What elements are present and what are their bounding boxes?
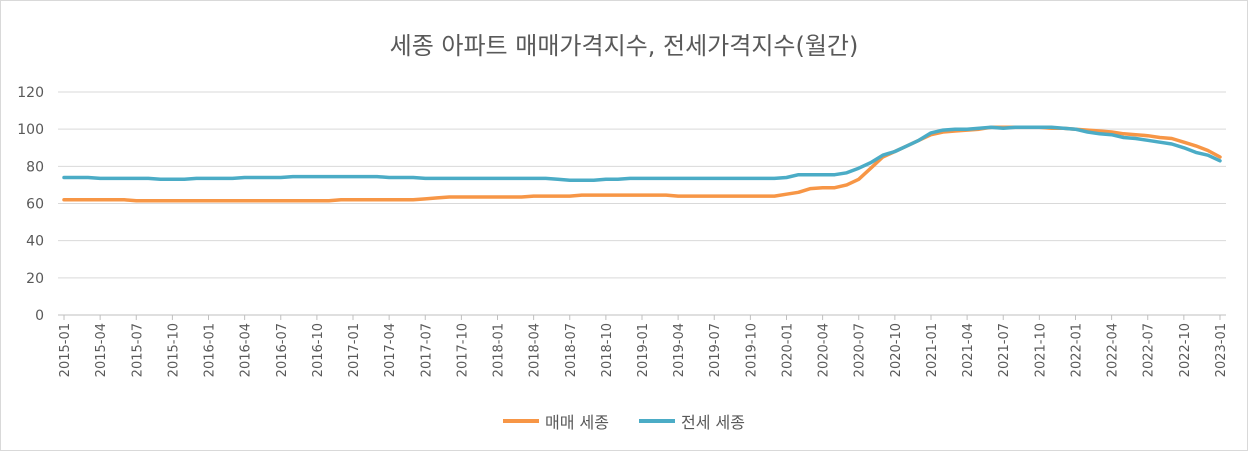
x-tick-label: 2020-10 bbox=[889, 323, 904, 377]
series-line-1 bbox=[62, 125, 1222, 183]
x-tick-label: 2019-10 bbox=[744, 323, 759, 377]
legend-swatch bbox=[503, 419, 540, 423]
x-tick-label: 2021-10 bbox=[1033, 323, 1048, 377]
x-tick-label: 2020-07 bbox=[853, 323, 868, 377]
x-tick-label: 2018-04 bbox=[528, 323, 543, 377]
y-axis-ticks: 0 20 40 60 80 100 120 bbox=[17, 85, 44, 324]
legend: 매매 세종 전세 세종 bbox=[0, 409, 1248, 433]
y-tick-label: 0 bbox=[35, 308, 44, 324]
x-tick-label: 2016-04 bbox=[239, 323, 254, 377]
series-lines bbox=[62, 125, 1222, 203]
x-tick-label: 2022-07 bbox=[1142, 323, 1157, 377]
series-line-0 bbox=[62, 125, 1222, 203]
legend-label: 전세 세종 bbox=[681, 413, 745, 432]
x-tick-label: 2019-04 bbox=[672, 323, 687, 377]
chart-title: 세종 아파트 매매가격지수, 전세가격지수(월간) bbox=[389, 32, 859, 60]
x-tick-label: 2022-10 bbox=[1178, 323, 1193, 377]
y-tick-label: 100 bbox=[17, 122, 44, 138]
y-tick-label: 20 bbox=[26, 271, 44, 287]
x-tick-label: 2019-07 bbox=[708, 323, 723, 377]
y-tick-label: 60 bbox=[26, 197, 44, 213]
x-tick-label: 2019-01 bbox=[636, 323, 651, 377]
x-tick-label: 2023-01 bbox=[1214, 323, 1229, 377]
x-tick-label: 2021-07 bbox=[997, 323, 1012, 377]
legend-item: 전세 세종 bbox=[639, 409, 745, 433]
x-tick-label: 2015-07 bbox=[130, 323, 145, 377]
y-tick-label: 120 bbox=[17, 85, 44, 101]
x-tick-label: 2018-01 bbox=[492, 323, 507, 377]
x-tick-label: 2015-04 bbox=[94, 323, 109, 377]
x-tick-label: 2022-01 bbox=[1069, 323, 1084, 377]
y-tick-label: 80 bbox=[26, 159, 44, 175]
legend-item: 매매 세종 bbox=[503, 409, 609, 433]
x-tick-label: 2017-10 bbox=[455, 323, 470, 377]
x-tick-label: 2020-04 bbox=[817, 323, 832, 377]
legend-swatch bbox=[639, 419, 675, 423]
x-tick-label: 2016-10 bbox=[311, 323, 326, 377]
legend-label: 매매 세종 bbox=[545, 413, 609, 432]
x-tick-label: 2017-01 bbox=[347, 323, 362, 377]
y-tick-label: 40 bbox=[26, 234, 44, 250]
x-axis-ticks: 2015-01 2015-04 2015-07 2015-10 2016-01 2016-… bbox=[58, 315, 1229, 377]
x-tick-label: 2021-01 bbox=[925, 323, 940, 377]
x-tick-label: 2020-01 bbox=[780, 323, 795, 377]
x-tick-label: 2017-04 bbox=[383, 323, 398, 377]
x-tick-label: 2022-04 bbox=[1106, 323, 1121, 377]
x-tick-label: 2015-10 bbox=[166, 323, 181, 377]
x-tick-label: 2016-01 bbox=[203, 323, 218, 377]
x-tick-label: 2021-04 bbox=[961, 323, 976, 377]
x-tick-label: 2015-01 bbox=[58, 323, 73, 377]
x-tick-label: 2018-07 bbox=[564, 323, 579, 377]
x-tick-label: 2016-07 bbox=[275, 323, 290, 377]
grid-lines bbox=[58, 91, 1226, 279]
x-tick-label: 2017-07 bbox=[419, 323, 434, 377]
x-tick-label: 2018-10 bbox=[600, 323, 615, 377]
